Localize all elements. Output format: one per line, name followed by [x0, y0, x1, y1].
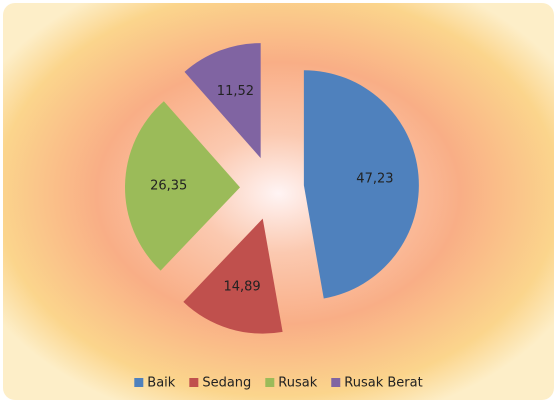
- legend-label: Baik: [147, 376, 175, 391]
- legend-label: Sedang: [202, 376, 251, 391]
- legend-label: Rusak Berat: [344, 376, 422, 391]
- legend-swatch: [331, 378, 341, 387]
- legend-swatch: [265, 378, 275, 387]
- legend-label: Rusak: [278, 376, 317, 391]
- data-label: 26,35: [150, 179, 187, 194]
- pie-slice: [184, 43, 261, 159]
- legend-swatch: [134, 378, 144, 387]
- legend-swatch: [189, 378, 199, 387]
- pie-slice: [303, 70, 419, 299]
- data-label: 11,52: [217, 84, 254, 99]
- data-label: 47,23: [356, 172, 393, 187]
- plot-area: [3, 3, 554, 400]
- data-label: 14,89: [223, 279, 260, 294]
- pie-slice: [183, 218, 283, 334]
- pie-slice: [125, 101, 241, 271]
